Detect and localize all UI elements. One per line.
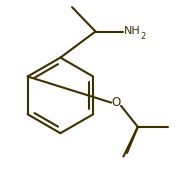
Text: O: O: [112, 96, 121, 109]
Text: 2: 2: [141, 32, 146, 41]
Text: NH: NH: [124, 26, 141, 36]
